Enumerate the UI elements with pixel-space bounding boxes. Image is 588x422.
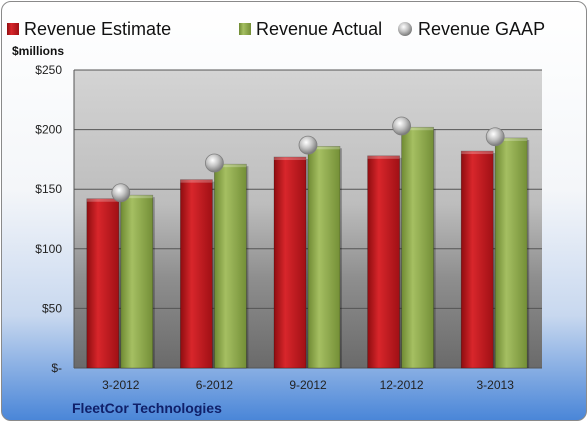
bar-revenue-estimate-cap <box>461 151 494 155</box>
x-tick-label: 12-2012 <box>380 378 424 392</box>
legend-swatch-actual <box>239 23 251 35</box>
y-tick-label: $150 <box>35 182 62 196</box>
gaap-marker <box>111 183 131 203</box>
gaap-marker <box>485 127 505 147</box>
gaap-marker <box>204 153 224 173</box>
bar-revenue-estimate-cap <box>367 155 400 159</box>
gaap-marker <box>392 116 412 136</box>
x-tick-label: 3-2012 <box>102 378 140 392</box>
bar-revenue-estimate-shade <box>305 159 308 368</box>
bar-revenue-actual <box>307 145 341 369</box>
bar-revenue-actual-cap <box>308 146 340 150</box>
bar-revenue-estimate <box>367 155 400 369</box>
legend-swatch-estimate <box>7 23 19 35</box>
bar-revenue-actual-cap <box>401 127 434 131</box>
y-axis-ticks: $- $50 $100 $150 $200 $250 <box>35 63 62 375</box>
legend-label-estimate: Revenue Estimate <box>24 19 171 39</box>
x-axis-ticks: 3-2012 6-2012 9-2012 12-2012 3-2013 <box>102 378 514 392</box>
bar-revenue-estimate-shade <box>492 153 496 368</box>
bar-revenue-actual <box>120 194 154 369</box>
bar-revenue-actual <box>401 126 434 369</box>
y-tick-label: $200 <box>35 123 62 137</box>
bar-revenue-actual-cap <box>495 137 528 141</box>
bars <box>86 126 530 369</box>
y-tick-label: $- <box>51 361 62 375</box>
bar-revenue-actual-shade <box>432 129 436 368</box>
bar-revenue-actual <box>494 137 528 369</box>
bar-revenue-estimate <box>86 198 120 369</box>
x-tick-label: 3-2013 <box>477 378 515 392</box>
bar-revenue-estimate <box>460 150 494 369</box>
bar-revenue-actual-cap <box>120 195 153 199</box>
y-tick-label: $50 <box>42 301 62 315</box>
gaap-markers <box>111 116 505 203</box>
bar-revenue-actual <box>214 163 247 369</box>
bar-revenue-actual-shade <box>151 197 155 368</box>
bar-revenue-actual-shade <box>245 166 249 368</box>
x-tick-label: 6-2012 <box>196 378 234 392</box>
bar-revenue-actual-shade <box>526 139 530 368</box>
legend: Revenue Estimate Revenue Actual Revenue … <box>7 19 545 39</box>
bar-revenue-estimate-shade <box>398 157 402 368</box>
legend-swatch-gaap <box>398 22 412 36</box>
legend-label-gaap: Revenue GAAP <box>418 19 545 39</box>
company-name: FleetCor Technologies <box>72 400 222 416</box>
bar-revenue-estimate-cap <box>86 198 119 202</box>
legend-item-estimate: Revenue Estimate <box>7 19 171 39</box>
bar-revenue-estimate-shade <box>117 200 121 368</box>
gaap-marker <box>298 135 318 155</box>
bar-revenue-estimate-cap <box>180 179 213 183</box>
bar-revenue-estimate <box>180 179 213 369</box>
bar-revenue-actual-cap <box>214 164 247 168</box>
y-tick-label: $250 <box>35 63 62 77</box>
legend-label-actual: Revenue Actual <box>256 19 382 39</box>
bar-revenue-actual-shade <box>339 148 342 368</box>
y-tick-label: $100 <box>35 242 62 256</box>
legend-item-gaap: Revenue GAAP <box>398 19 545 39</box>
bar-revenue-estimate-cap <box>274 157 306 161</box>
bar-revenue-estimate <box>273 156 307 369</box>
y-axis-unit-label: $millions <box>12 44 64 58</box>
bar-revenue-estimate-shade <box>211 181 215 368</box>
x-tick-label: 9-2012 <box>289 378 327 392</box>
legend-item-actual: Revenue Actual <box>239 19 382 39</box>
